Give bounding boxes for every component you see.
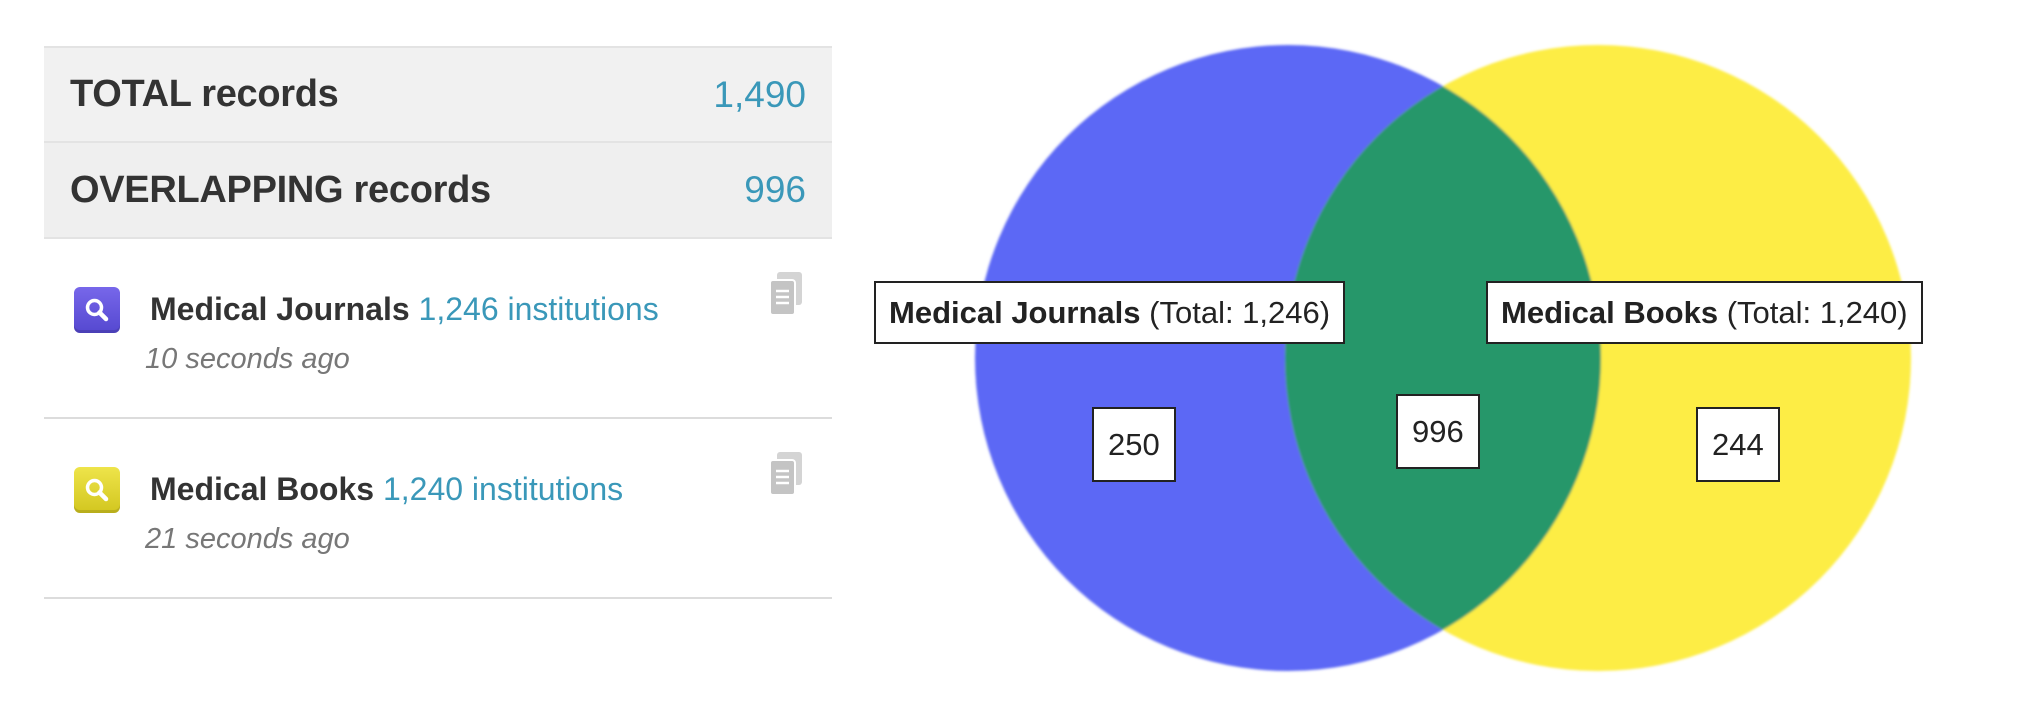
venn-count-overlap: 996 [1396, 394, 1480, 469]
venn-label-name: Medical Books [1501, 295, 1719, 330]
search-item-medical-books[interactable]: Medical Books 1,240 institutions 21 seco… [44, 419, 832, 599]
search-timestamp: 10 seconds ago [145, 343, 350, 375]
institution-count-link[interactable]: 1,240 institutions [382, 471, 624, 507]
total-records-value: 1,490 [713, 73, 806, 115]
search-icon [74, 287, 120, 333]
venn-count-journals-only: 250 [1092, 407, 1176, 482]
overlapping-records-value: 996 [744, 169, 806, 210]
venn-label-name: Medical Journals [889, 295, 1141, 330]
total-records-row: TOTAL records 1,490 [44, 46, 832, 141]
copy-icon[interactable] [768, 451, 804, 497]
overlapping-records-label: OVERLAPPING records [70, 168, 491, 211]
venn-label-total: (Total: 1,246) [1149, 295, 1331, 330]
search-timestamp: 21 seconds ago [145, 523, 350, 555]
venn-diagram: Medical Journals (Total: 1,246) Medical … [860, 20, 2010, 700]
venn-intersection [1285, 45, 1601, 671]
search-item-title: Medical Books 1,240 institutions [150, 471, 623, 508]
venn-label-medical-books: Medical Books (Total: 1,240) [1486, 281, 1923, 344]
search-results-panel: TOTAL records 1,490 OVERLAPPING records … [44, 46, 832, 599]
search-name[interactable]: Medical Books [150, 471, 375, 507]
search-name[interactable]: Medical Journals [150, 291, 410, 327]
venn-circles [975, 45, 1911, 671]
total-records-label: TOTAL records [70, 73, 339, 115]
institution-count-link[interactable]: 1,246 institutions [418, 291, 659, 327]
venn-label-total: (Total: 1,240) [1726, 295, 1908, 330]
venn-label-medical-journals: Medical Journals (Total: 1,246) [874, 281, 1346, 344]
search-item-title: Medical Journals 1,246 institutions [150, 291, 659, 328]
search-icon [74, 467, 120, 513]
copy-icon[interactable] [768, 271, 804, 317]
search-item-medical-journals[interactable]: Medical Journals 1,246 institutions 10 s… [44, 239, 832, 419]
overlapping-records-row: OVERLAPPING records 996 [44, 141, 832, 239]
venn-count-books-only: 244 [1696, 407, 1780, 482]
